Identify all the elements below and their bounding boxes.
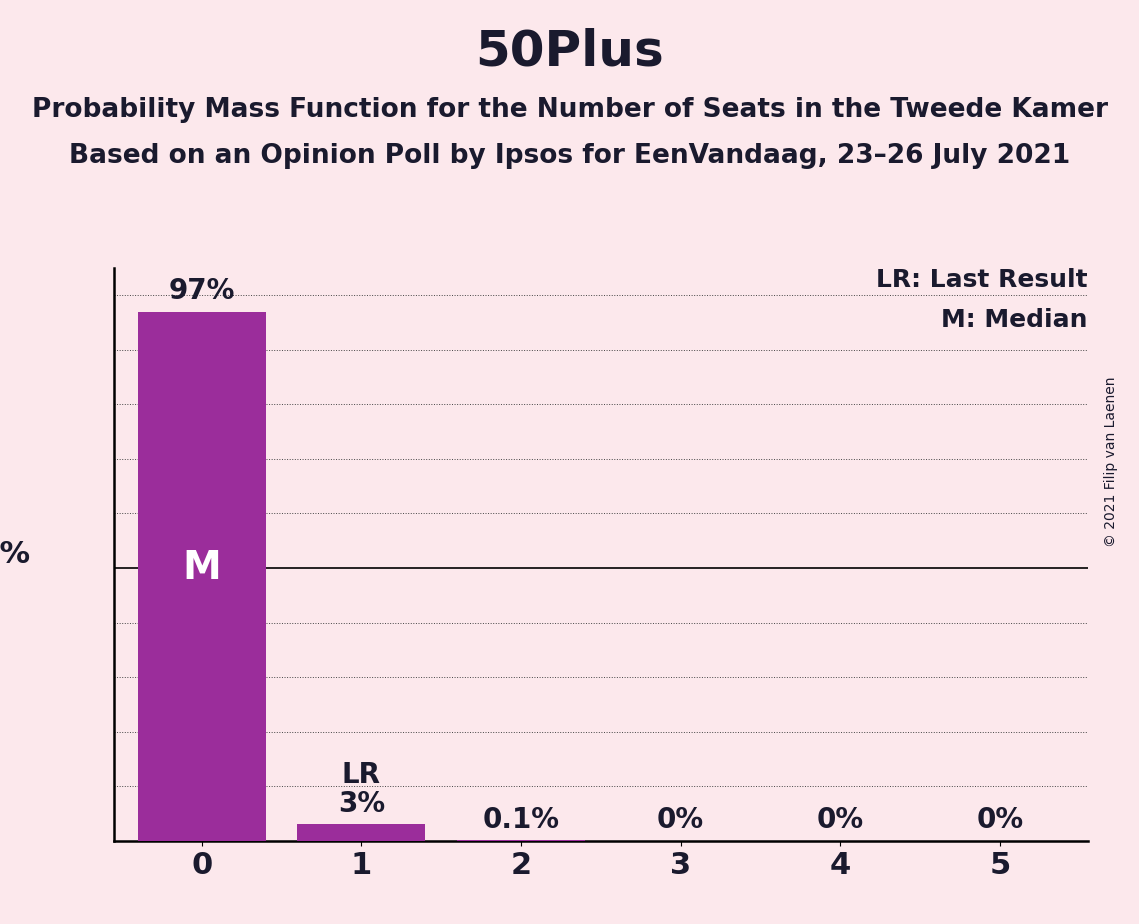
Text: Probability Mass Function for the Number of Seats in the Tweede Kamer: Probability Mass Function for the Number… bbox=[32, 97, 1107, 123]
Text: 0%: 0% bbox=[817, 806, 863, 833]
Text: © 2021 Filip van Laenen: © 2021 Filip van Laenen bbox=[1104, 377, 1117, 547]
Text: 50%: 50% bbox=[0, 540, 31, 569]
Text: 0.1%: 0.1% bbox=[483, 806, 559, 833]
Text: 97%: 97% bbox=[169, 277, 235, 305]
Text: M: Median: M: Median bbox=[941, 308, 1088, 332]
Text: Based on an Opinion Poll by Ipsos for EenVandaag, 23–26 July 2021: Based on an Opinion Poll by Ipsos for Ee… bbox=[68, 143, 1071, 169]
Text: 50Plus: 50Plus bbox=[475, 28, 664, 76]
Text: LR: LR bbox=[342, 761, 380, 789]
Text: 0%: 0% bbox=[976, 806, 1024, 833]
Text: 0%: 0% bbox=[657, 806, 704, 833]
Text: LR: Last Result: LR: Last Result bbox=[876, 268, 1088, 292]
Text: 3%: 3% bbox=[338, 790, 385, 818]
Text: M: M bbox=[182, 549, 221, 587]
Bar bbox=[297, 824, 425, 841]
Bar bbox=[138, 311, 265, 841]
